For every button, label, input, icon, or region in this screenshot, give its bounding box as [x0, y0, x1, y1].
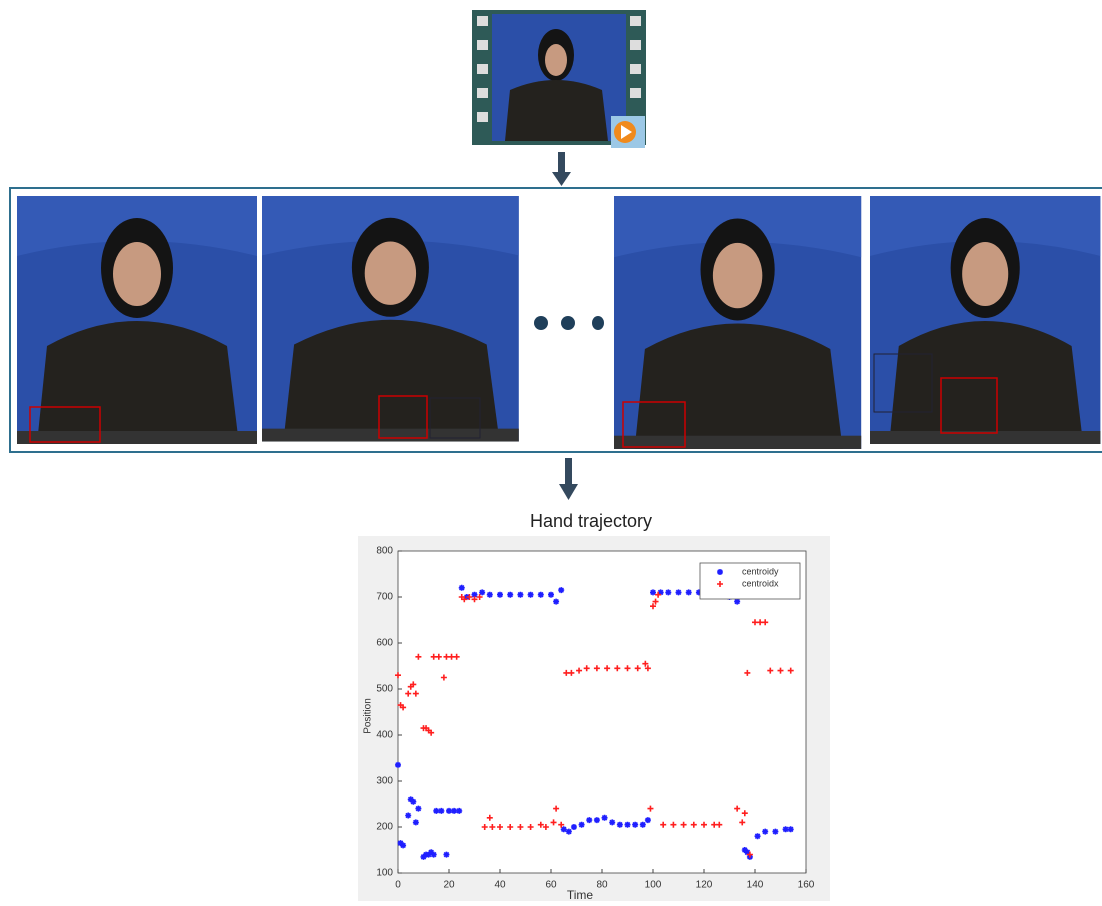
point	[586, 817, 592, 823]
point	[762, 829, 768, 835]
point	[517, 592, 523, 598]
y-tick-label: 700	[376, 592, 393, 603]
point	[413, 819, 419, 825]
legend-label: centroidy	[742, 566, 779, 576]
point	[410, 799, 416, 805]
point	[538, 592, 544, 598]
figure: Hand trajectory Position Time 1002003004…	[0, 0, 1102, 901]
point	[487, 592, 493, 598]
chart-title: Hand trajectory	[530, 511, 652, 531]
point	[566, 829, 572, 835]
point	[632, 822, 638, 828]
point	[456, 808, 462, 814]
y-tick-label: 200	[376, 822, 393, 833]
point	[558, 587, 564, 593]
point	[645, 817, 651, 823]
point	[665, 589, 671, 595]
frames	[17, 196, 1100, 449]
point	[783, 826, 789, 832]
point	[579, 822, 585, 828]
point	[625, 822, 631, 828]
legend-marker	[717, 569, 723, 575]
x-tick-label: 160	[798, 880, 815, 891]
legend-label: centroidx	[742, 578, 779, 588]
point	[395, 762, 401, 768]
point	[788, 826, 794, 832]
point	[609, 819, 615, 825]
y-axis-label: Position	[363, 698, 374, 734]
point	[528, 592, 534, 598]
point	[594, 817, 600, 823]
x-tick-label: 0	[395, 880, 401, 891]
y-tick-label: 300	[376, 776, 393, 787]
y-tick-label: 100	[376, 868, 393, 879]
point	[571, 824, 577, 830]
point	[415, 806, 421, 812]
point	[497, 592, 503, 598]
point	[734, 599, 740, 605]
x-tick-label: 20	[443, 880, 455, 891]
y-tick-label: 500	[376, 684, 393, 695]
point	[400, 842, 406, 848]
point	[617, 822, 623, 828]
point	[640, 822, 646, 828]
x-axis-label: Time	[567, 888, 594, 901]
x-tick-label: 100	[645, 880, 662, 891]
point	[772, 829, 778, 835]
y-tick-label: 800	[376, 546, 393, 557]
point	[431, 852, 437, 858]
point	[602, 815, 608, 821]
point	[676, 589, 682, 595]
x-tick-label: 140	[747, 880, 764, 891]
point	[686, 589, 692, 595]
ellipsis	[534, 316, 604, 330]
video-icon	[472, 10, 646, 148]
x-tick-label: 120	[696, 880, 713, 891]
point	[438, 808, 444, 814]
point	[755, 833, 761, 839]
point	[459, 585, 465, 591]
point	[553, 599, 559, 605]
point	[507, 592, 513, 598]
point	[548, 592, 554, 598]
point	[405, 813, 411, 819]
page: Hand trajectory Position Time 1002003004…	[0, 0, 1102, 901]
point	[443, 852, 449, 858]
y-tick-label: 400	[376, 730, 393, 741]
x-tick-label: 80	[596, 880, 608, 891]
y-tick-label: 600	[376, 638, 393, 649]
x-tick-label: 40	[494, 880, 506, 891]
x-tick-label: 60	[545, 880, 557, 891]
